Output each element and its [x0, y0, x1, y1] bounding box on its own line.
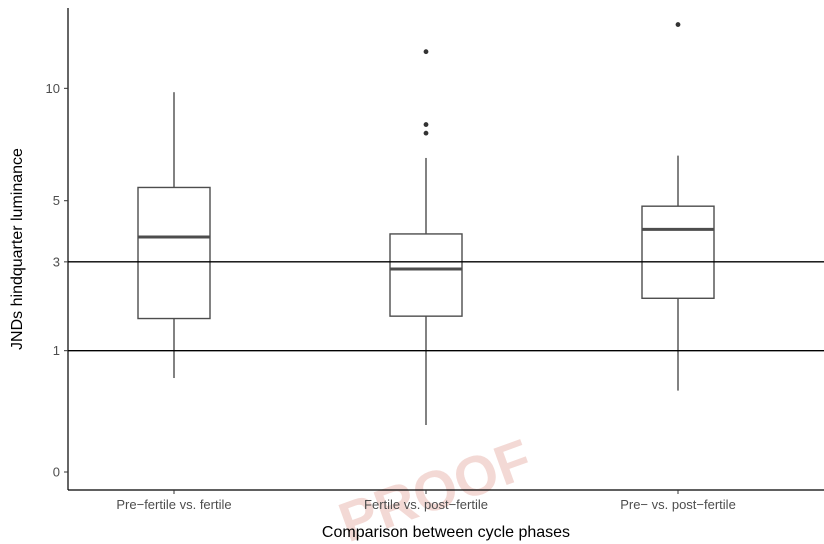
y-tick-label: 5	[53, 193, 60, 208]
y-axis-ticks: 0 1 3 5 10	[46, 81, 68, 480]
y-axis-title: JNDs hindquarter luminance	[9, 148, 26, 350]
x-axis-ticks: Pre−fertile vs. fertile Fertile vs. post−…	[116, 490, 736, 512]
outlier-point	[423, 49, 429, 55]
x-tick-label: Pre− vs. post−fertile	[620, 497, 736, 512]
box-iqr	[641, 205, 715, 299]
outlier-point	[423, 122, 429, 127]
y-tick-label: 10	[46, 81, 60, 96]
x-axis-title: Comparison between cycle phases	[322, 524, 570, 541]
y-tick-label: 1	[53, 343, 60, 358]
y-tick-label: 0	[53, 465, 60, 480]
x-tick-label: Fertile vs. post−fertile	[364, 497, 488, 512]
plot-marks	[68, 22, 824, 426]
y-tick-label: 3	[53, 254, 60, 269]
box-iqr	[137, 186, 211, 320]
outlier-point	[675, 22, 681, 27]
x-tick-label: Pre−fertile vs. fertile	[116, 497, 231, 512]
outlier-point	[423, 130, 429, 136]
box-iqr	[389, 233, 463, 317]
